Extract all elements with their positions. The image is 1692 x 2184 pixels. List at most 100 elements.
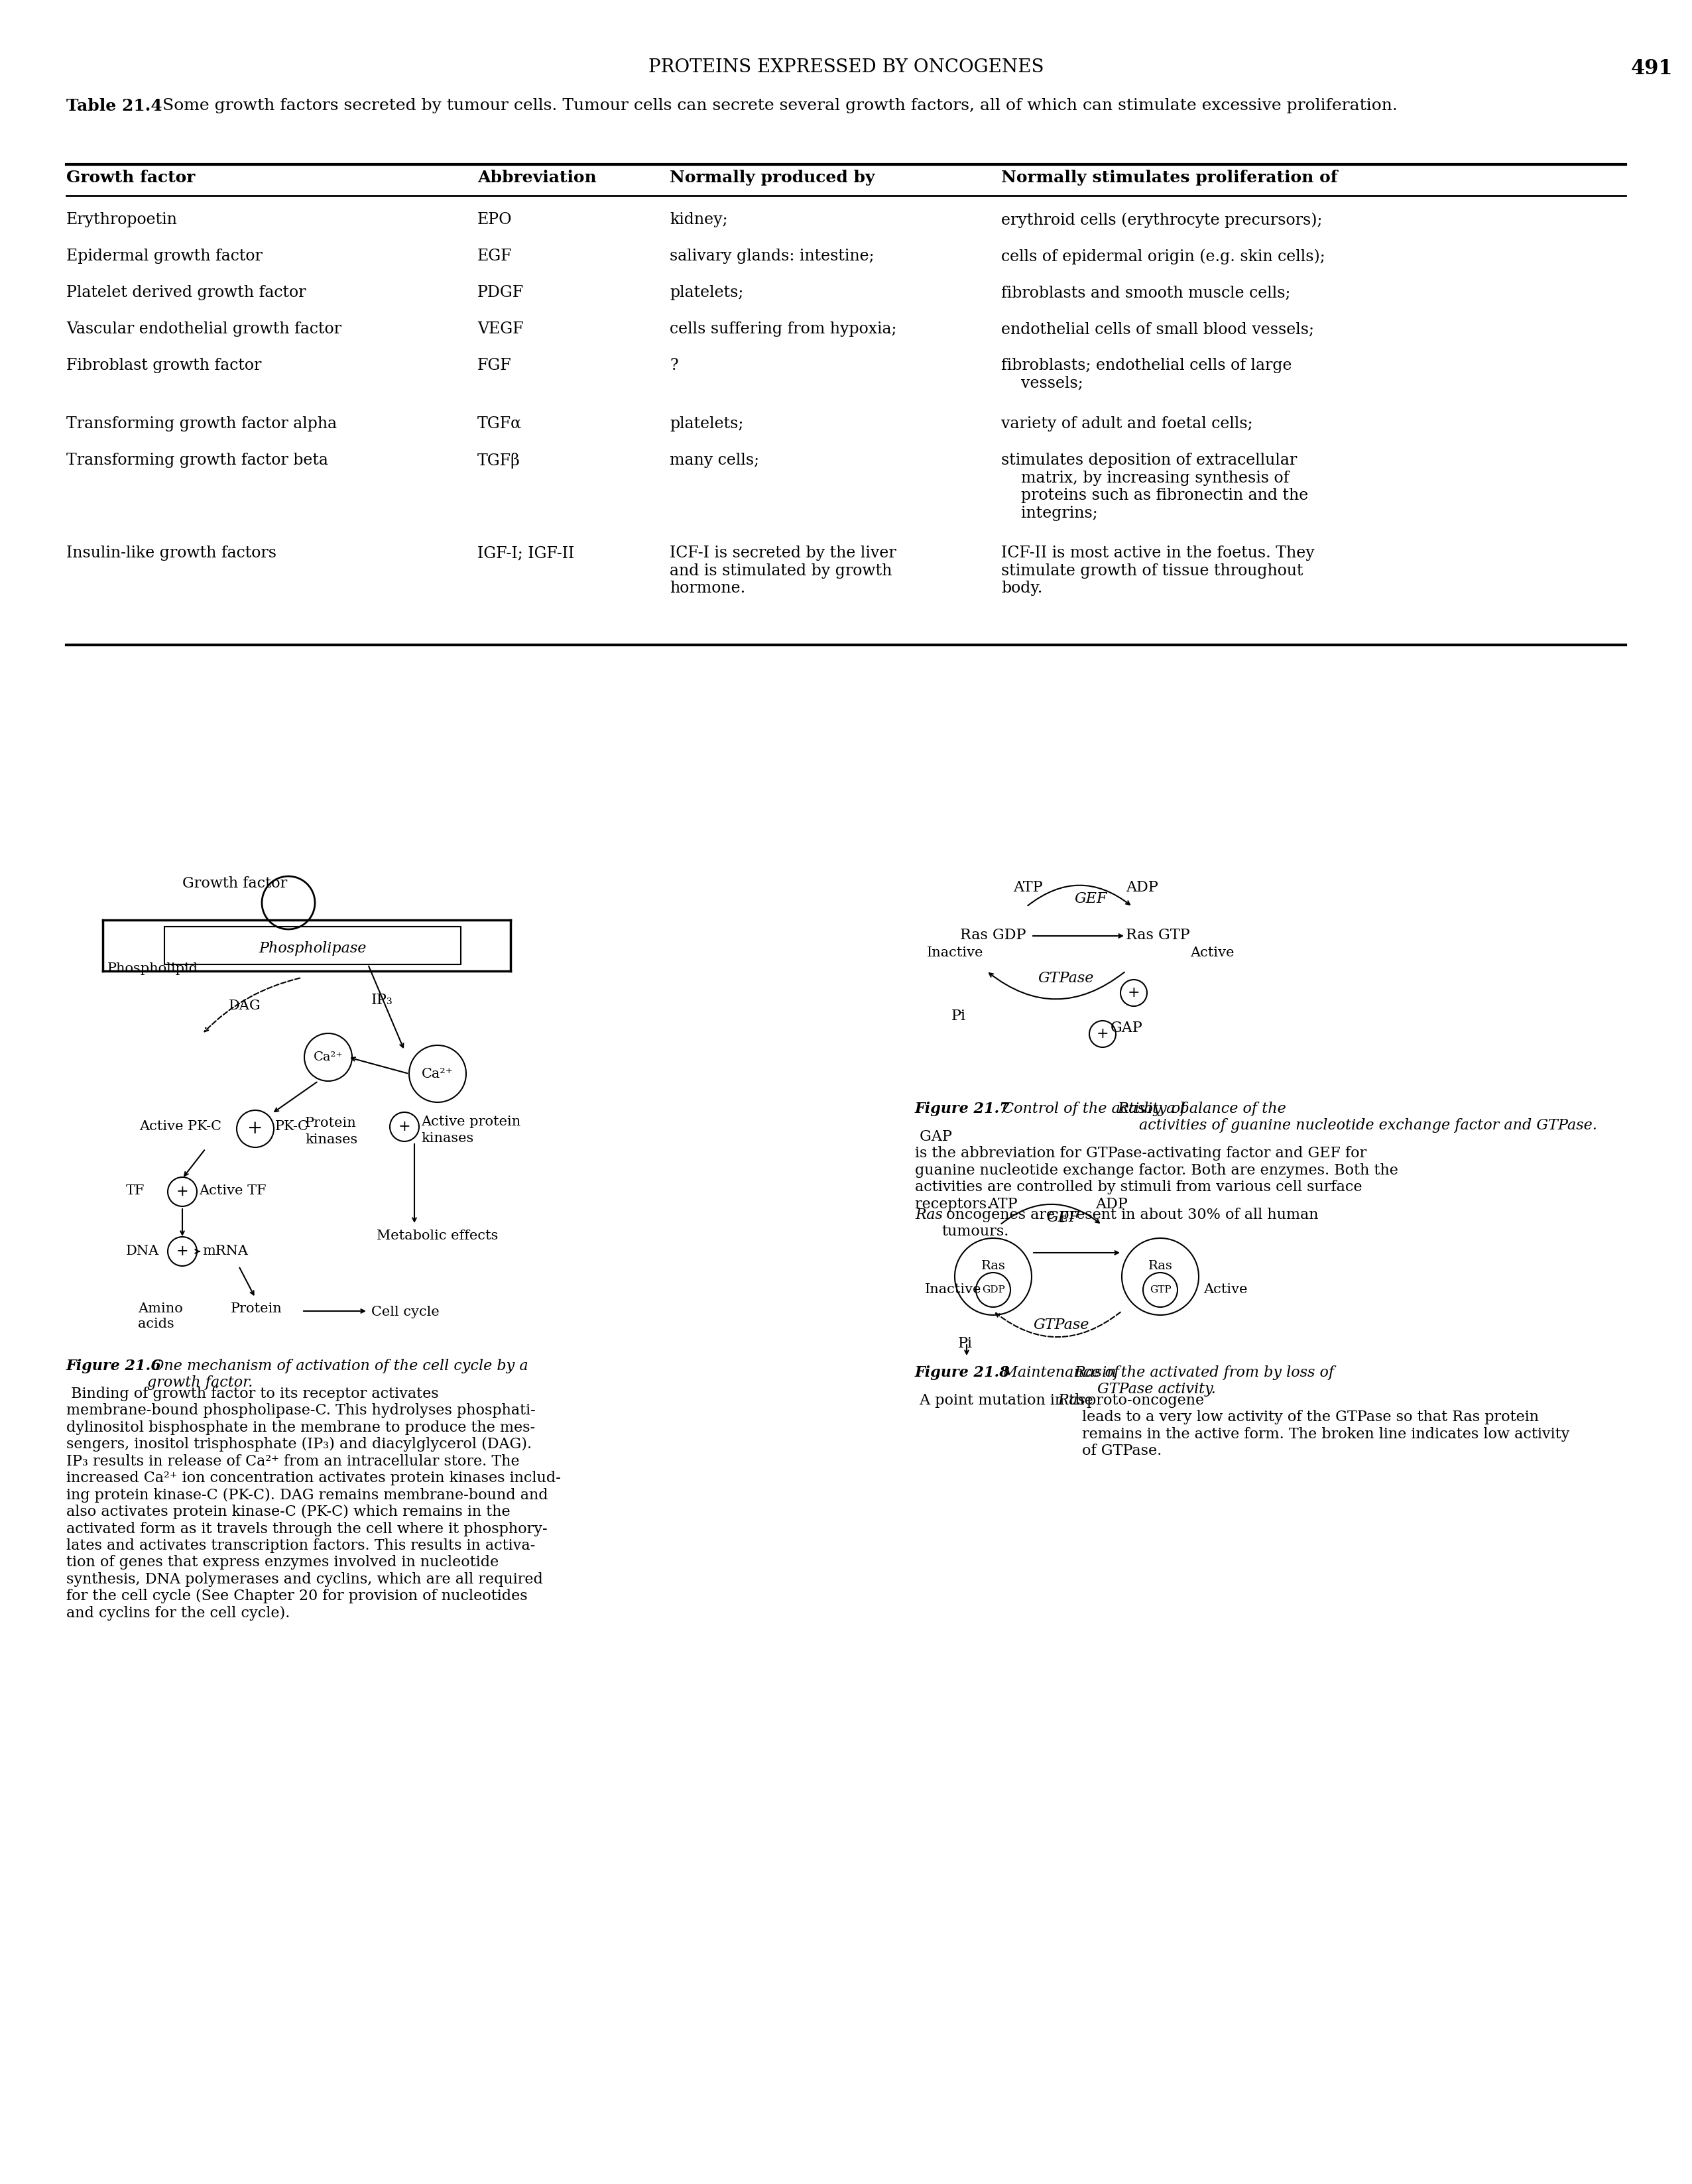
Text: Ca²⁺: Ca²⁺ (313, 1051, 343, 1064)
Text: Protein: Protein (305, 1116, 357, 1129)
Text: Normally produced by: Normally produced by (670, 170, 875, 186)
Bar (164, 926, 460, 965)
Text: kinases: kinases (305, 1133, 357, 1147)
Text: Transforming growth factor beta: Transforming growth factor beta (66, 452, 328, 467)
Text: One mechanism of activation of the cell cycle by a
growth factor.: One mechanism of activation of the cell … (147, 1358, 528, 1391)
Text: Binding of growth factor to its receptor activates
membrane-bound phospholipase-: Binding of growth factor to its receptor… (66, 1387, 560, 1621)
Text: DNA: DNA (125, 1245, 159, 1258)
Text: IGF-I; IGF-II: IGF-I; IGF-II (477, 546, 574, 561)
Text: TGFα: TGFα (477, 417, 521, 432)
Text: Ras: Ras (981, 1260, 1005, 1271)
Text: PK-C: PK-C (276, 1120, 310, 1133)
Text: mRNA: mRNA (203, 1245, 249, 1258)
Text: Active: Active (1203, 1284, 1247, 1295)
Text: Phospholipase: Phospholipase (259, 941, 367, 957)
Text: Inactive: Inactive (927, 946, 983, 959)
Text: by a balance of the
activities of guanine nucleotide exchange factor and GTPase.: by a balance of the activities of guanin… (1139, 1101, 1597, 1133)
Text: Ras: Ras (1149, 1260, 1173, 1271)
Text: ICF-II is most active in the foetus. They
stimulate growth of tissue throughout
: ICF-II is most active in the foetus. The… (1002, 546, 1315, 596)
Text: +: + (176, 1184, 188, 1199)
Text: cells of epidermal origin (e.g. skin cells);: cells of epidermal origin (e.g. skin cel… (1002, 249, 1325, 264)
Text: fibroblasts and smooth muscle cells;: fibroblasts and smooth muscle cells; (1002, 286, 1291, 299)
Text: Pi: Pi (951, 1009, 966, 1024)
Text: Erythropoetin: Erythropoetin (66, 212, 178, 227)
Text: GEF: GEF (1046, 1210, 1079, 1225)
Text: acids: acids (139, 1317, 174, 1330)
Text: Ras: Ras (1058, 1393, 1085, 1409)
Text: Phospholipid: Phospholipid (107, 963, 198, 974)
Text: ?: ? (670, 358, 678, 373)
Text: 491: 491 (1631, 59, 1673, 79)
Text: Maintenance of: Maintenance of (998, 1365, 1123, 1380)
Text: Platelet derived growth factor: Platelet derived growth factor (66, 286, 306, 299)
Text: Figure 21.7: Figure 21.7 (915, 1101, 1010, 1116)
Text: +: + (1096, 1026, 1108, 1042)
Text: GTP: GTP (1149, 1284, 1171, 1295)
Text: ADP: ADP (1125, 880, 1157, 895)
Text: DAG: DAG (228, 1000, 261, 1011)
Text: TGFβ: TGFβ (477, 452, 521, 470)
Text: Active TF: Active TF (200, 1184, 266, 1197)
Text: Active protein: Active protein (421, 1116, 521, 1129)
Text: FGF: FGF (477, 358, 511, 373)
Text: Pi: Pi (958, 1337, 973, 1352)
Text: Amino: Amino (139, 1302, 183, 1315)
Text: salivary glands: intestine;: salivary glands: intestine; (670, 249, 875, 264)
Text: ICF-I is secreted by the liver
and is stimulated by growth
hormone.: ICF-I is secreted by the liver and is st… (670, 546, 897, 596)
Text: IP₃: IP₃ (371, 994, 393, 1007)
Circle shape (976, 1273, 1010, 1306)
Text: Growth factor: Growth factor (66, 170, 195, 186)
Text: Growth factor: Growth factor (183, 876, 288, 891)
Text: +: + (176, 1245, 188, 1258)
Text: Figure 21.8: Figure 21.8 (915, 1365, 1010, 1380)
Text: +: + (398, 1120, 411, 1133)
Text: Cell cycle: Cell cycle (371, 1306, 440, 1319)
Text: ATP: ATP (1014, 880, 1042, 895)
Text: Active PK-C: Active PK-C (139, 1120, 222, 1133)
Text: EGF: EGF (477, 249, 513, 264)
Text: Ras: Ras (915, 1208, 942, 1223)
Text: GAP: GAP (1110, 1020, 1142, 1035)
Text: erythroid cells (erythrocyte precursors);: erythroid cells (erythrocyte precursors)… (1002, 212, 1323, 227)
Text: endothelial cells of small blood vessels;: endothelial cells of small blood vessels… (1002, 321, 1315, 336)
Text: Transforming growth factor alpha: Transforming growth factor alpha (66, 417, 337, 432)
Text: kidney;: kidney; (670, 212, 728, 227)
Text: Figure 21.6: Figure 21.6 (66, 1358, 162, 1374)
Text: stimulates deposition of extracellular
    matrix, by increasing synthesis of
  : stimulates deposition of extracellular m… (1002, 452, 1308, 520)
Text: A point mutation in the: A point mutation in the (915, 1393, 1098, 1409)
Text: oncogenes are present in about 30% of all human
tumours.: oncogenes are present in about 30% of al… (941, 1208, 1318, 1238)
Text: Ca²⁺: Ca²⁺ (421, 1068, 453, 1081)
Text: platelets;: platelets; (670, 417, 743, 432)
Text: Epidermal growth factor: Epidermal growth factor (66, 249, 262, 264)
Text: PDGF: PDGF (477, 286, 525, 299)
Circle shape (1144, 1273, 1178, 1306)
Text: variety of adult and foetal cells;: variety of adult and foetal cells; (1002, 417, 1252, 432)
Text: Ras: Ras (1117, 1101, 1145, 1116)
Text: +: + (247, 1120, 262, 1138)
Text: Insulin-like growth factors: Insulin-like growth factors (66, 546, 276, 561)
Text: Ras GTP: Ras GTP (1125, 928, 1189, 943)
Text: GTPase: GTPase (1037, 972, 1093, 985)
Text: Active: Active (1189, 946, 1233, 959)
Text: TF: TF (125, 1184, 146, 1197)
Text: Ras: Ras (1074, 1365, 1101, 1380)
Text: kinases: kinases (421, 1131, 474, 1144)
Text: ATP: ATP (988, 1197, 1017, 1212)
Text: Table 21.4: Table 21.4 (66, 98, 162, 114)
Text: +: + (1127, 985, 1140, 1000)
Text: Abbreviation: Abbreviation (477, 170, 597, 186)
Text: Inactive: Inactive (926, 1284, 981, 1295)
Text: in the activated from by loss of
GTPase activity.: in the activated from by loss of GTPase … (1098, 1365, 1333, 1398)
Text: Some growth factors secreted by tumour cells. Tumour cells can secrete several g: Some growth factors secreted by tumour c… (157, 98, 1398, 114)
Text: GTPase: GTPase (1034, 1317, 1090, 1332)
Text: Normally stimulates proliferation of: Normally stimulates proliferation of (1002, 170, 1338, 186)
Text: GDP: GDP (981, 1284, 1005, 1295)
Text: GEF: GEF (1074, 891, 1107, 906)
Text: cells suffering from hypoxia;: cells suffering from hypoxia; (670, 321, 897, 336)
Text: fibroblasts; endothelial cells of large
    vessels;: fibroblasts; endothelial cells of large … (1002, 358, 1293, 391)
Text: Ras GDP: Ras GDP (959, 928, 1025, 943)
Text: EPO: EPO (477, 212, 513, 227)
Text: VEGF: VEGF (477, 321, 523, 336)
Text: PROTEINS EXPRESSED BY ONCOGENES: PROTEINS EXPRESSED BY ONCOGENES (648, 59, 1044, 76)
Text: Control of the activity of: Control of the activity of (998, 1101, 1191, 1116)
